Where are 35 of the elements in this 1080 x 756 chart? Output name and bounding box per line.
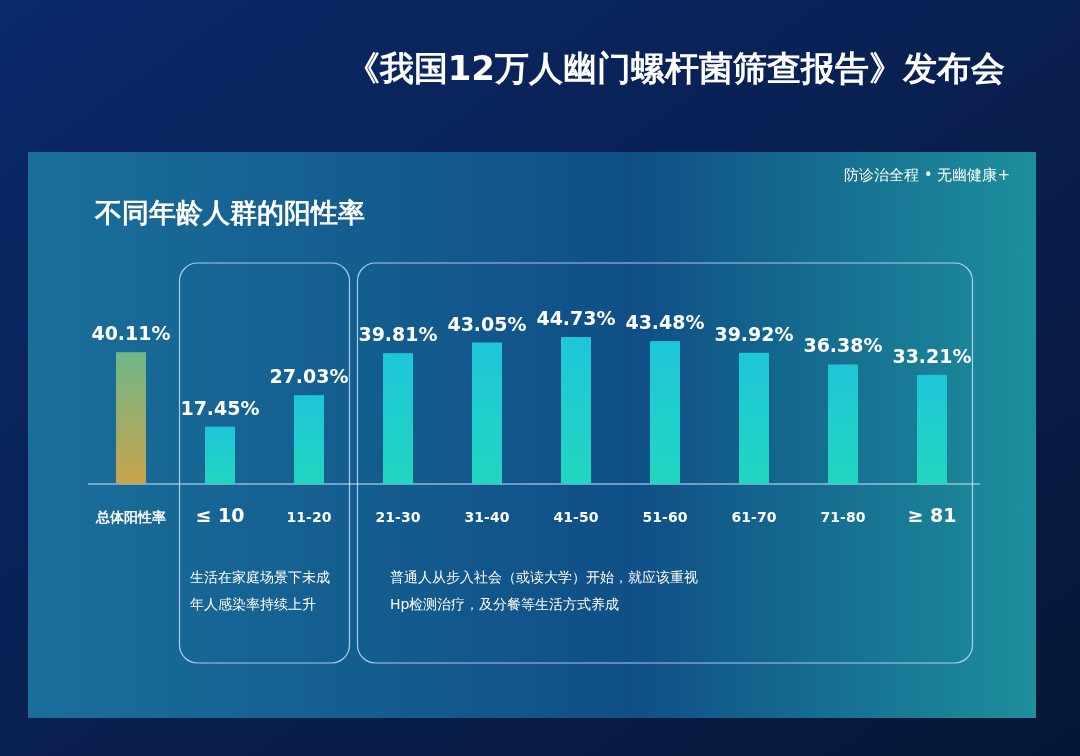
data-label: 17.45% — [180, 396, 260, 419]
data-label: 39.81% — [358, 323, 438, 346]
bar — [383, 353, 413, 484]
bar — [739, 352, 769, 484]
text: 《我国12万人幽门螺杆菌筛查报告》发布会 — [345, 48, 1005, 88]
data-label: 36.38% — [803, 334, 883, 357]
bar — [917, 374, 947, 484]
data-label: 33.21% — [892, 344, 972, 367]
bar — [472, 342, 502, 484]
x-tick-label: 11-20 — [286, 509, 332, 525]
data-label: 40.11% — [91, 322, 171, 345]
bar — [205, 426, 235, 484]
x-tick-label: 61-70 — [731, 509, 777, 525]
x-tick-label: 21-30 — [375, 509, 421, 525]
x-tick-label: 71-80 — [820, 509, 866, 525]
bar — [294, 395, 324, 484]
bar — [650, 341, 680, 484]
x-tick-label: ≤ 10 — [195, 504, 245, 526]
x-tick-label: 总体阳性率 — [95, 509, 166, 525]
data-label: 43.05% — [447, 312, 527, 335]
bar — [828, 364, 858, 484]
chart-title: 不同年龄人群的阳性率 — [94, 197, 365, 228]
bar — [116, 352, 146, 484]
data-label: 27.03% — [269, 365, 349, 388]
text: 生活在家庭场景下未成年人感染率持续上升 — [190, 569, 330, 612]
text: 防诊治全程 • 无幽健康+ — [844, 166, 1010, 184]
data-label: 43.48% — [625, 311, 705, 334]
bar — [561, 337, 591, 484]
x-tick-label: 41-50 — [553, 509, 599, 525]
x-tick-label: 51-60 — [642, 509, 688, 525]
x-tick-label: 31-40 — [464, 509, 510, 525]
x-tick-label: ≥ 81 — [907, 504, 957, 526]
text: 普通人从步入社会（或读大学）开始，就应该重视Hp检测治疗，及分餐等生活方式养成 — [390, 569, 698, 612]
data-label: 39.92% — [714, 322, 794, 345]
data-label: 44.73% — [536, 307, 616, 329]
